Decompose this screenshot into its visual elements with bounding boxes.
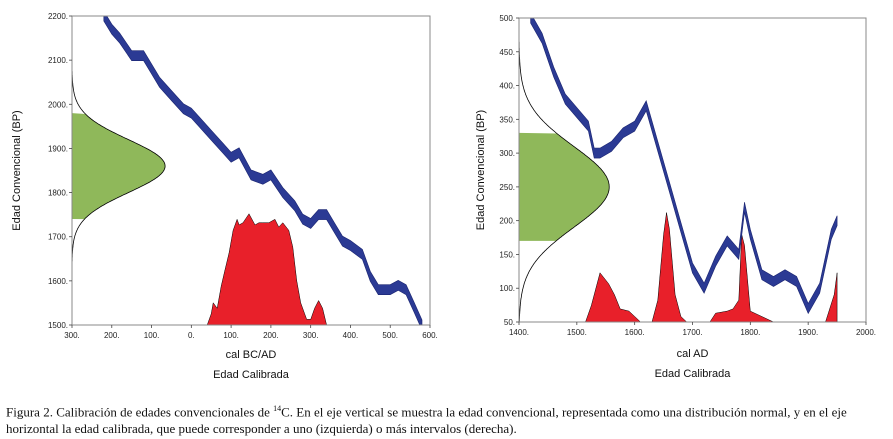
y-tick-label: 1600. — [48, 277, 68, 286]
calibration-curve — [530, 18, 838, 315]
x-tick-label: 1900. — [798, 328, 818, 337]
x-axis-unit-label: cal BC/AD — [226, 349, 277, 361]
x-axis-ticks: 300. 200. 100. 0. 100. 200. 300. 400. 500. 600. — [64, 325, 438, 340]
y-tick-label: 2100. — [48, 56, 68, 65]
x-tick-label: 200. — [263, 331, 279, 340]
x-tick-label: 500. — [382, 331, 398, 340]
caption-superscript: 14 — [273, 404, 282, 413]
y-tick-label: 50. — [504, 318, 515, 327]
y-tick-label: 300. — [499, 149, 515, 158]
x-axis-unit-label: cal AD — [677, 348, 709, 360]
y-tick-label: 1500. — [48, 321, 68, 330]
x-tick-label: 400. — [343, 331, 359, 340]
y-tick-label: 450. — [499, 48, 515, 57]
caption-suffix: C. En el eje vertical se muestra la edad… — [6, 404, 847, 437]
y-tick-label: 1800. — [48, 189, 68, 198]
x-tick-label: 1500. — [567, 328, 587, 337]
y-tick-label: 2200. — [48, 12, 68, 21]
x-axis-label: Edad Calibrada — [213, 369, 290, 381]
x-tick-label: 300. — [303, 331, 319, 340]
x-tick-label: 300. — [64, 331, 80, 340]
caption-prefix: Figura 2. Calibración de edades convenci… — [6, 404, 274, 420]
y-axis-label: Edad Convencional (BP) — [475, 110, 487, 230]
calibrated-age-distribution — [585, 212, 838, 322]
figure-caption: Figura 2. Calibración de edades convenci… — [6, 400, 891, 437]
y-tick-label: 100. — [499, 284, 515, 293]
y-tick-label: 200. — [499, 217, 515, 226]
left-calibration-chart: 1500. 1600. 1700. 1800. 1900. 2000. 2100. 2200.… — [11, 12, 438, 381]
y-tick-label: 500. — [499, 14, 515, 23]
x-tick-label: 200. — [104, 331, 120, 340]
x-axis-label: Edad Calibrada — [655, 368, 732, 380]
x-tick-label: 600. — [422, 331, 438, 340]
x-tick-label: 2000. — [856, 328, 876, 337]
x-tick-label: 1700. — [682, 328, 702, 337]
calibrated-age-distribution — [206, 213, 327, 325]
plot-area — [72, 16, 423, 325]
x-tick-label: 1600. — [625, 328, 645, 337]
x-tick-label: 1800. — [740, 328, 760, 337]
y-axis-ticks: 50. 100. 150. 200. 250. 300. 350. 400. 450. 500. — [499, 14, 519, 327]
x-tick-label: 1400. — [509, 328, 529, 337]
x-tick-label: 0. — [188, 331, 195, 340]
y-axis-ticks: 1500. 1600. 1700. 1800. 1900. 2000. 2100. 2200. — [48, 12, 72, 330]
x-tick-label: 100. — [144, 331, 160, 340]
x-tick-label: 100. — [223, 331, 239, 340]
y-tick-label: 2000. — [48, 100, 68, 109]
conventional-age-distribution — [72, 113, 166, 220]
conventional-age-outline — [519, 18, 610, 322]
y-tick-label: 400. — [499, 82, 515, 91]
conventional-age-distribution — [519, 132, 610, 241]
y-tick-label: 250. — [499, 183, 515, 192]
y-tick-label: 150. — [499, 250, 515, 259]
x-axis-ticks: 1400. 1500. 1600. 1700. 1800. 1900. 2000. — [509, 322, 876, 337]
plot-area — [519, 18, 838, 322]
plot-frame — [71, 15, 431, 326]
right-calibration-chart: 50. 100. 150. 200. 250. 300. 350. 400. 450. 500. 1… — [475, 14, 876, 380]
y-tick-label: 1900. — [48, 144, 68, 153]
y-axis-label: Edad Convencional (BP) — [11, 110, 23, 230]
calibration-curve — [103, 16, 423, 325]
y-tick-label: 350. — [499, 115, 515, 124]
y-tick-label: 1700. — [48, 233, 68, 242]
